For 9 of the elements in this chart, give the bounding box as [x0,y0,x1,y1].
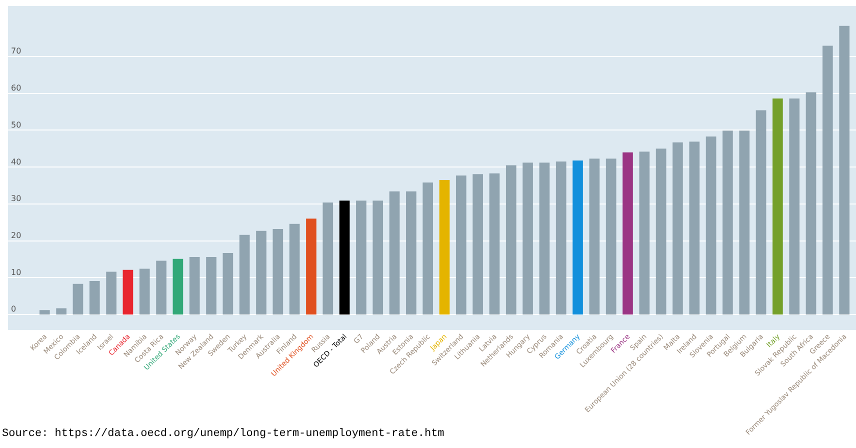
y-tick-label: 60 [11,84,22,93]
y-tick-label: 70 [11,46,22,56]
y-tick-label: 30 [11,194,22,204]
y-tick-label: 20 [11,231,22,240]
y-tick-label: 50 [11,120,22,130]
y-tick-label: 40 [11,157,22,166]
y-tick-label: 0 [11,304,16,314]
source-note: Source: https://data.oecd.org/unemp/long-term-unemployment-rate.htm [2,428,445,440]
y-tick-label: 10 [11,268,22,277]
